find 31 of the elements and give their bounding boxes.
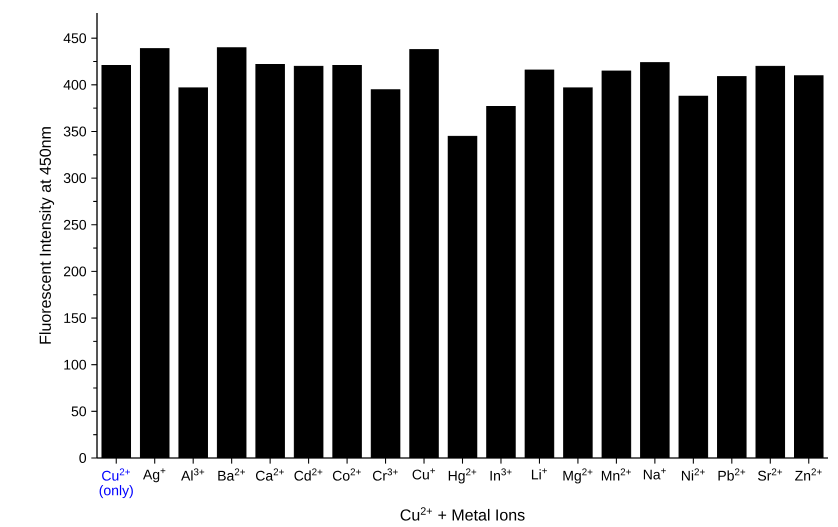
y-tick-label: 250	[64, 220, 86, 230]
y-tick-label: 300	[64, 173, 86, 184]
x-tick-label: Sr$^{2+}$	[758, 468, 782, 481]
x-tick-label: Mn$^{2+}$	[602, 468, 631, 481]
y-axis-title: Fluorescent Intensity at 450nm	[39, 127, 54, 344]
y-tick-label: 400	[64, 80, 86, 90]
x-tick-label: Ni$^{2+}$	[682, 468, 705, 481]
x-tick-label: Mg$^{2+}$	[563, 468, 592, 484]
x-tick-label: Co$^{2+}$	[332, 468, 361, 481]
x-tick-label: Al$^{3+}$	[181, 468, 204, 481]
y-tick-label: 50	[72, 406, 86, 416]
x-tick-label: Hg$^{2+}$	[448, 468, 476, 484]
y-tick-label: 200	[64, 266, 86, 276]
x-tick-label: Cd$^{2+}$	[294, 468, 322, 481]
x-tick-label: Ba$^{2+}$	[218, 468, 246, 481]
x-tick-label: In$^{3+}$	[490, 468, 512, 481]
x-tick-label: Zn$^{2+}$	[795, 468, 822, 481]
x-tick-label: Pb$^{2+}$	[718, 468, 746, 481]
x-axis-title: Cu$^{2+}$ + Metal Ions	[400, 507, 525, 521]
x-tick-label: Ag$^{+}$	[142, 468, 166, 482]
x-tick-label: Na$^{+}$	[644, 468, 666, 480]
y-tick-label: 0	[79, 453, 86, 463]
x-tick-label: Cu$^{2+}$ (only)	[100, 468, 133, 498]
x-tick-label: Cu$^{+}$	[412, 468, 436, 480]
y-tick-label: 350	[64, 126, 86, 136]
y-tick-label: 450	[64, 33, 86, 44]
x-tick-label: Cr$^{3+}$	[372, 468, 398, 481]
y-tick-label: 150	[64, 313, 86, 324]
y-tick-label: 100	[64, 360, 86, 370]
x-tick-label: Li$^{+}$	[532, 468, 547, 480]
x-tick-label: Ca$^{2+}$	[256, 468, 284, 481]
